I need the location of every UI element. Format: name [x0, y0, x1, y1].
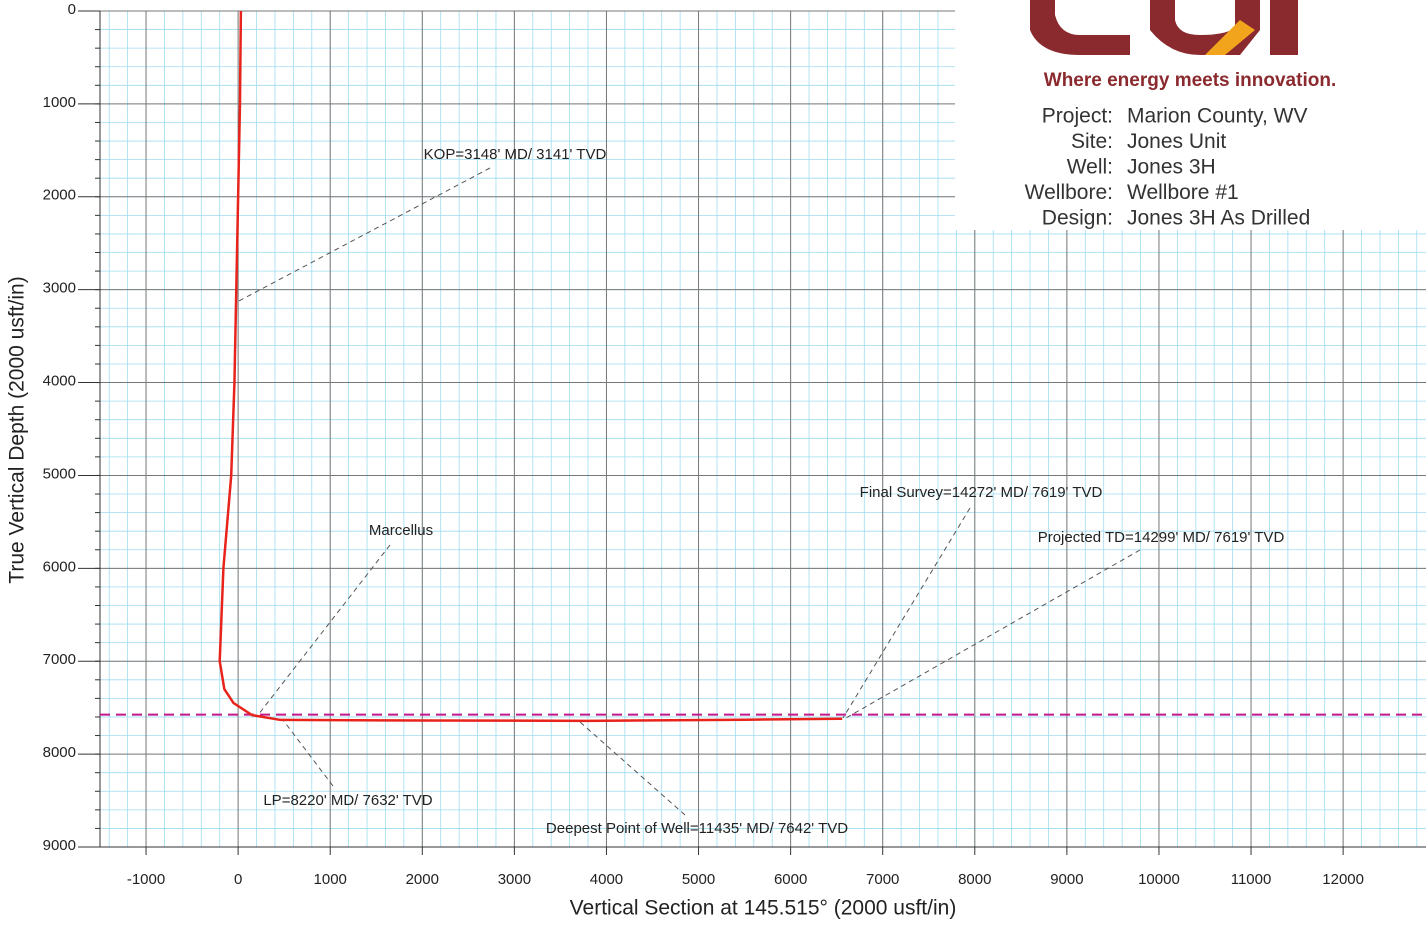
leader-line [842, 507, 971, 719]
info-block: Project: Marion County, WV Site: Jones Unit… [1025, 105, 1311, 230]
x-tick-label: 3000 [498, 871, 531, 888]
x-tick-label: 5000 [682, 871, 715, 888]
annotation: Deepest Point of Well=11435' MD/ 7642' T… [546, 820, 848, 837]
x-axis-label: Vertical Section at 145.515° (2000 usft/… [570, 897, 957, 920]
logo-i [1270, 0, 1298, 55]
y-tick-label: 9000 [43, 837, 76, 854]
annotation: Final Survey=14272' MD/ 7619' TVD [860, 484, 1103, 501]
info-label: Well: [1067, 156, 1113, 179]
info-value: Jones 3H [1127, 156, 1216, 179]
x-tick-label: 6000 [774, 871, 807, 888]
y-tick-label: 3000 [43, 280, 76, 297]
leader-line [257, 544, 391, 716]
y-tick-label: 6000 [43, 558, 76, 575]
x-tick-label: 10000 [1138, 871, 1180, 888]
annotation: Marcellus [369, 522, 433, 539]
x-tick-label: 1000 [314, 871, 347, 888]
logo-accent [1205, 20, 1255, 55]
x-tick-label: 8000 [958, 871, 991, 888]
info-value: Wellbore #1 [1127, 181, 1239, 204]
annotation: KOP=3148' MD/ 3141' TVD [424, 146, 607, 163]
logo-c [1030, 0, 1130, 55]
info-label: Project: [1042, 105, 1113, 128]
info-label: Design: [1042, 207, 1113, 230]
leader-line [236, 167, 491, 303]
leader-line [845, 549, 1141, 719]
y-tick-label: 0 [68, 1, 76, 18]
y-tick-label: 5000 [43, 465, 76, 482]
x-tick-label: 11000 [1231, 871, 1272, 888]
annotation: Projected TD=14299' MD/ 7619' TVD [1038, 529, 1285, 546]
tagline: Where energy meets innovation. [1044, 70, 1336, 91]
leader-line [579, 721, 686, 816]
x-tick-label: 7000 [866, 871, 899, 888]
y-tick-label: 1000 [43, 94, 76, 111]
leader-line [282, 719, 334, 787]
trajectory-line [218, 10, 843, 723]
x-tick-label: 4000 [590, 871, 623, 888]
info-value: Jones 3H As Drilled [1127, 207, 1310, 230]
x-tick-label: 0 [234, 871, 242, 888]
info-value: Marion County, WV [1127, 105, 1308, 128]
y-tick-label: 7000 [43, 651, 76, 668]
y-tick-label: 2000 [43, 187, 76, 204]
y-tick-label: 8000 [43, 744, 76, 761]
info-value: Jones Unit [1127, 130, 1226, 153]
x-tick-label: -1000 [127, 871, 165, 888]
y-axis-label: True Vertical Depth (2000 usft/in) [6, 276, 29, 583]
x-tick-label: 9000 [1050, 871, 1083, 888]
x-tick-label: 12000 [1322, 871, 1364, 888]
annotation: LP=8220' MD/ 7632' TVD [263, 792, 432, 809]
info-label: Site: [1071, 130, 1113, 153]
info-label: Wellbore: [1025, 181, 1113, 204]
x-tick-label: 2000 [406, 871, 439, 888]
y-tick-label: 4000 [43, 373, 76, 390]
